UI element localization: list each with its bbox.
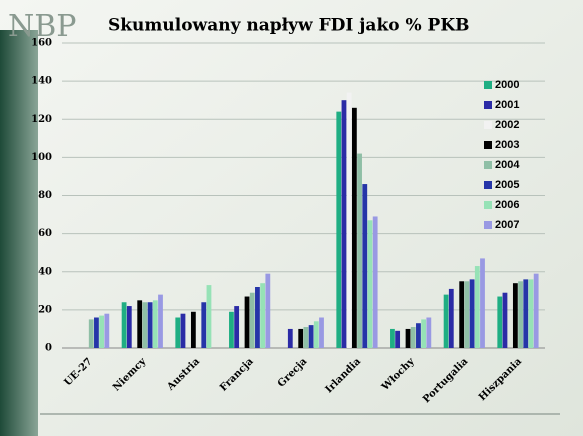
bar [137, 300, 143, 348]
y-tick-label: 20 [38, 304, 52, 315]
legend-swatch [484, 101, 492, 109]
bar [94, 317, 99, 348]
bar [357, 153, 362, 348]
bar [421, 319, 427, 348]
bar [287, 328, 293, 348]
legend-label: 2004 [495, 159, 520, 171]
bar [443, 294, 449, 348]
bar [175, 317, 181, 348]
bar [201, 302, 207, 348]
side-strip [0, 30, 38, 436]
legend-swatch [484, 201, 492, 209]
legend-swatch [484, 81, 492, 89]
bar [480, 258, 485, 348]
bar [121, 302, 127, 348]
y-tick-label: 40 [38, 266, 52, 277]
bar [459, 281, 465, 348]
bar [474, 266, 480, 348]
y-tick-label: 80 [38, 190, 52, 201]
y-tick-label: 100 [31, 152, 52, 163]
bar [518, 281, 523, 348]
bar [523, 279, 529, 348]
legend-swatch [484, 161, 492, 169]
y-tick-label: 140 [31, 76, 52, 87]
bar [336, 111, 342, 348]
bar [410, 327, 416, 348]
legend-label: 2005 [495, 179, 519, 191]
legend-label: 2002 [495, 119, 519, 131]
bar [180, 313, 186, 348]
bar [341, 100, 347, 348]
bar [395, 330, 401, 348]
bar [126, 306, 132, 348]
bar [362, 184, 368, 348]
bar [190, 311, 196, 348]
bar [234, 306, 240, 348]
bar [265, 273, 271, 348]
bar [313, 321, 319, 348]
bar [303, 327, 309, 348]
bar [448, 288, 454, 348]
bar [426, 317, 432, 348]
bar [255, 287, 260, 348]
bar [249, 292, 255, 348]
legend-label: 2007 [495, 219, 519, 231]
chart-title: Skumulowany napływ FDI jako % PKB [108, 16, 469, 36]
y-tick-label: 160 [31, 38, 52, 49]
legend-label: 2003 [495, 139, 519, 151]
bar [152, 300, 158, 348]
bar [390, 328, 395, 348]
y-tick-label: 60 [38, 228, 52, 239]
bar [416, 323, 421, 348]
bar [533, 273, 539, 348]
legend-swatch [484, 181, 492, 189]
logo: NBP [8, 9, 76, 44]
bar [464, 281, 470, 348]
legend-swatch [484, 221, 492, 229]
bar [104, 313, 110, 348]
bar [351, 107, 357, 348]
y-tick-label: 0 [45, 343, 52, 354]
bar [469, 279, 475, 348]
bar [405, 328, 411, 348]
legend-swatch [484, 121, 492, 129]
bar [346, 92, 352, 348]
bar [147, 302, 153, 348]
bar [512, 283, 518, 348]
bar [319, 317, 324, 348]
legend-label: 2006 [495, 199, 519, 211]
bar [229, 311, 234, 348]
legend-label: 2001 [495, 99, 519, 111]
y-tick-label: 120 [31, 114, 52, 125]
bar [244, 296, 250, 348]
bar [158, 294, 163, 348]
bar [372, 216, 378, 348]
bar [298, 328, 304, 348]
bar [497, 296, 503, 348]
bar [308, 325, 314, 348]
bar [502, 292, 508, 348]
bar [142, 302, 148, 348]
legend-label: 2000 [495, 79, 519, 91]
bar [260, 283, 266, 348]
legend-swatch [484, 141, 492, 149]
bar [528, 279, 534, 348]
bar [367, 220, 373, 348]
bar [99, 315, 105, 348]
bar [206, 285, 212, 348]
bar [88, 319, 94, 348]
